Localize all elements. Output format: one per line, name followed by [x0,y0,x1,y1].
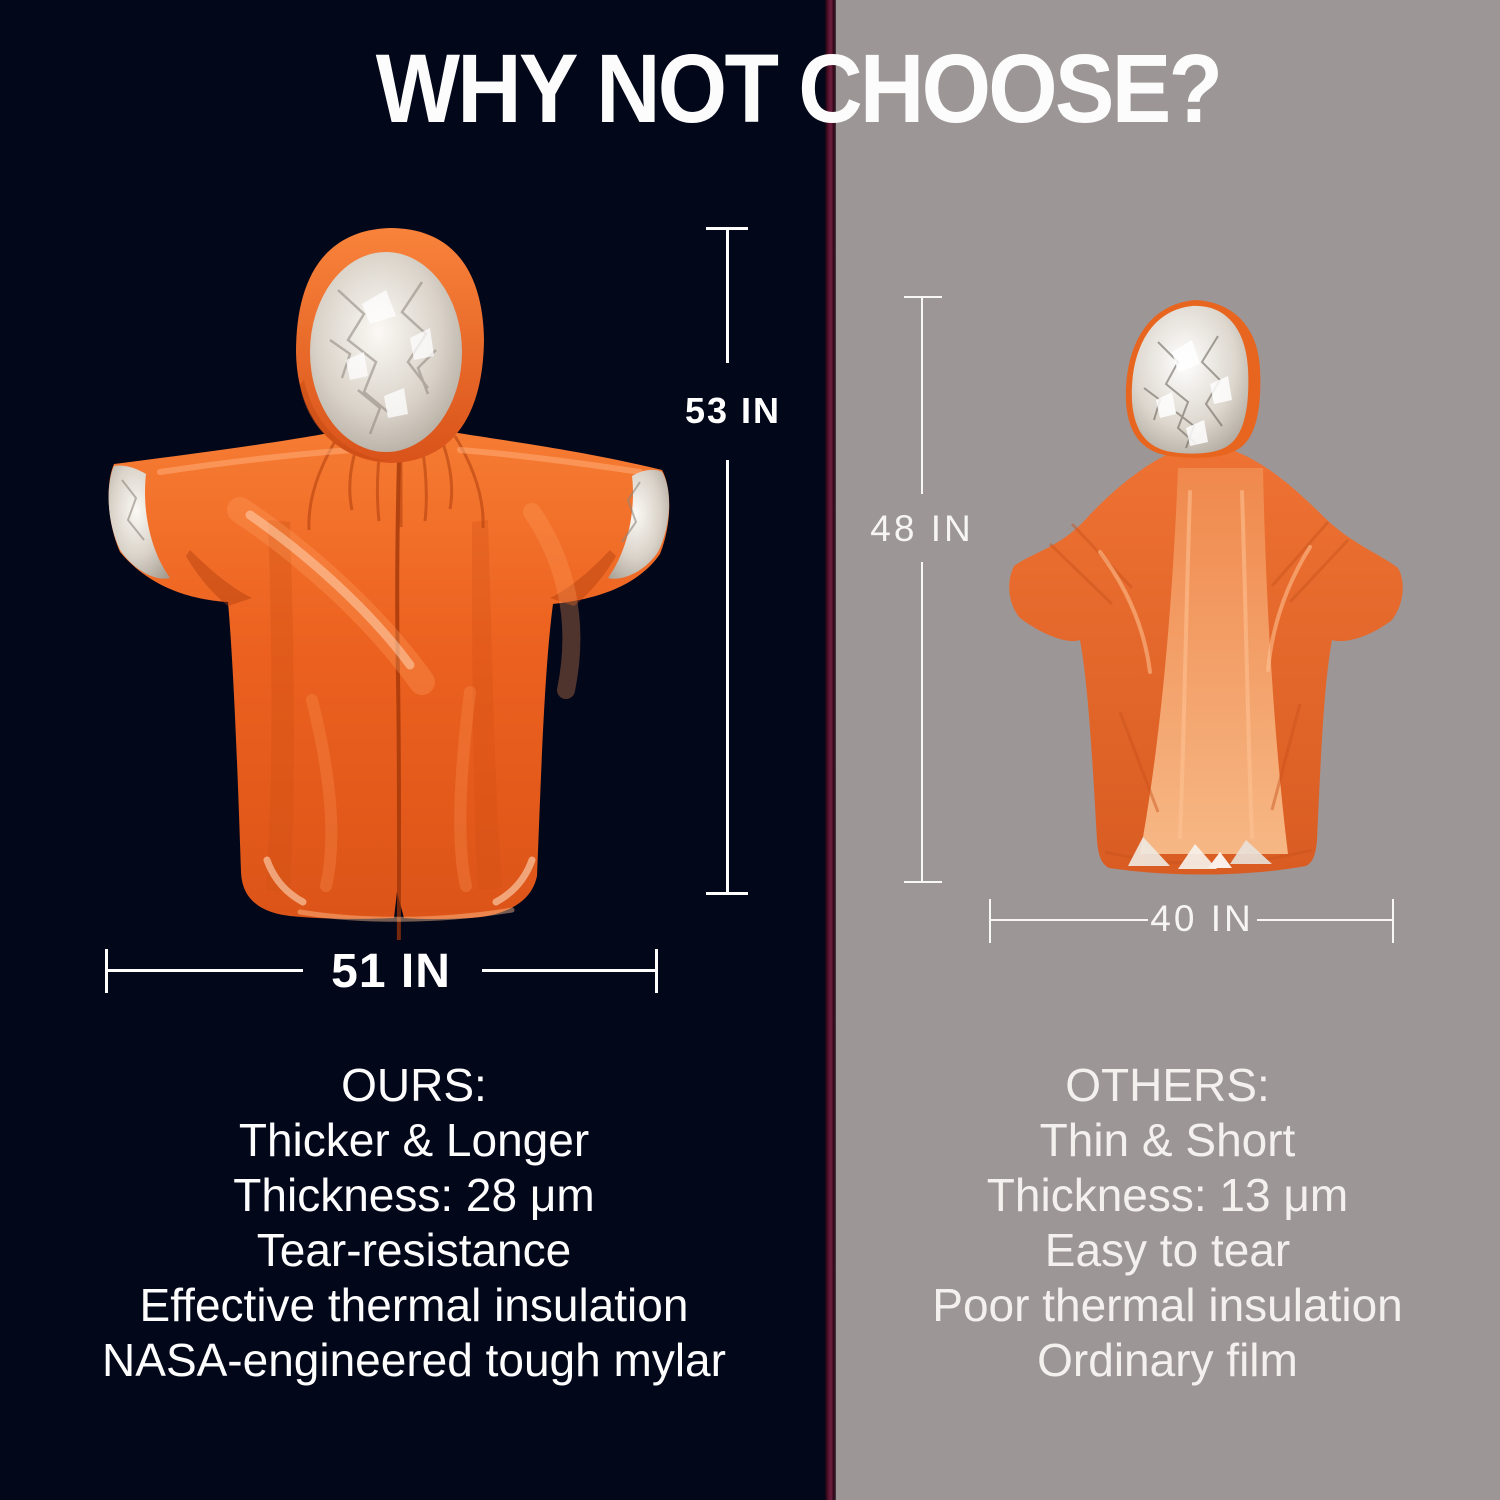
panel-divider [825,0,836,1500]
ours-poncho-image [108,228,670,940]
others-feature: Easy to tear [1044,1224,1291,1276]
ours-height-label: 53 IN [684,390,782,431]
others-feature: Poor thermal insulation [932,1279,1403,1331]
others-poncho-image [1009,300,1403,875]
ours-foil-cuffs [108,465,670,579]
ours-feature: Tear-resistance [256,1224,572,1276]
others-feature: Ordinary film [1037,1334,1298,1386]
ours-feature: NASA-engineered tough mylar [102,1334,726,1386]
ours-poncho-body [108,427,670,920]
others-height-label: 48 IN [870,508,974,549]
ours-feature: Effective thermal insulation [139,1279,689,1331]
others-feature: Thin & Short [1039,1114,1296,1166]
ours-feature: Thicker & Longer [238,1114,590,1166]
ours-heading: OURS: [341,1059,487,1111]
page-title: WHY NOT CHOOSE? [375,34,1223,143]
ours-width-label: 51 IN [331,945,451,998]
others-feature: Thickness: 13 μm [986,1169,1349,1221]
others-heading: OTHERS: [1065,1059,1270,1111]
others-feature-list: OTHERS: Thin & Short Thickness: 13 μm Ea… [835,1058,1500,1388]
others-poncho-hood [1125,300,1261,458]
ours-poncho-hood [296,228,484,463]
others-width-label: 40 IN [1150,898,1254,939]
ours-feature-list: OURS: Thicker & Longer Thickness: 28 μm … [0,1058,828,1388]
ours-feature: Thickness: 28 μm [233,1169,595,1221]
others-foil-hem [1128,837,1272,869]
